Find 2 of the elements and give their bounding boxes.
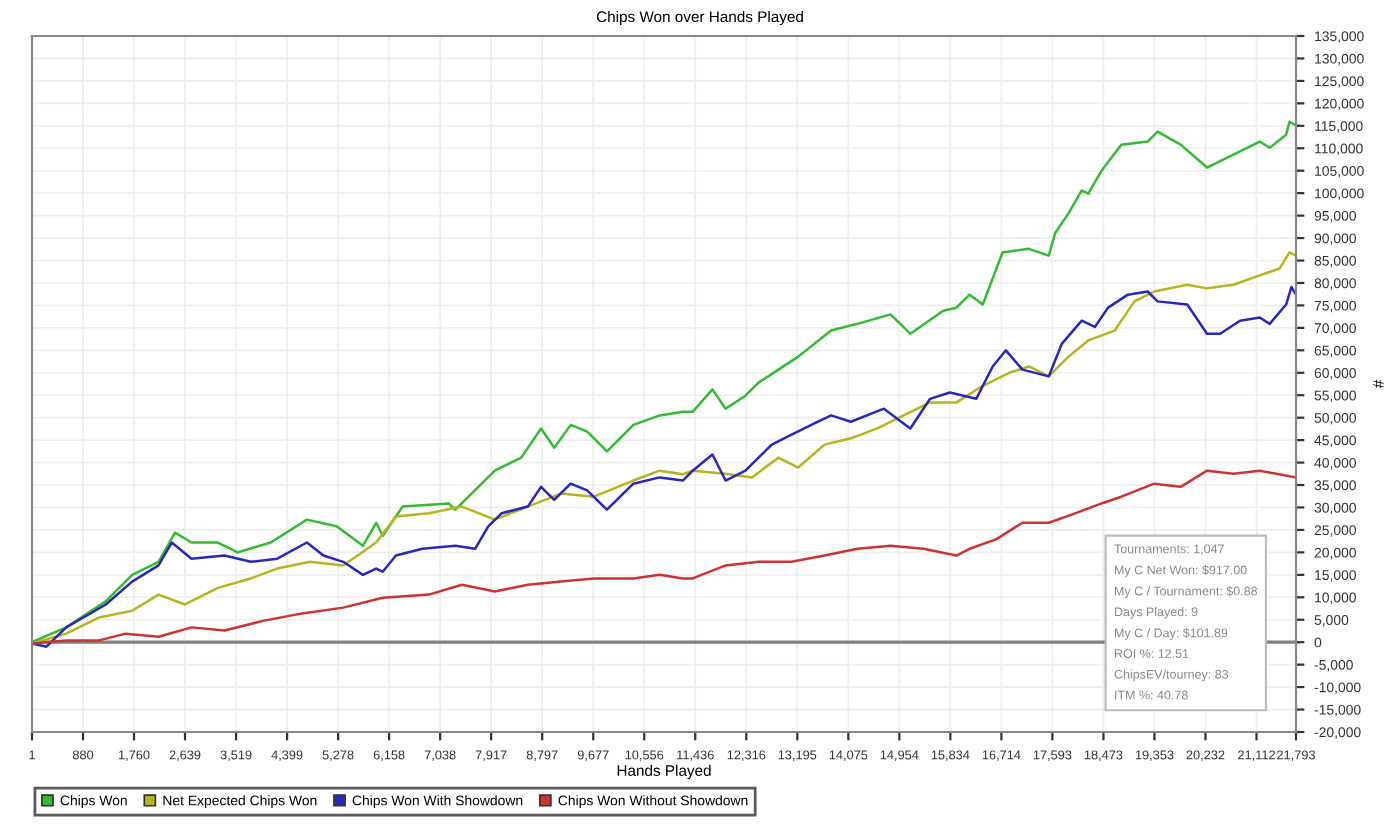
line-series <box>32 120 1296 644</box>
line-series <box>32 469 1296 645</box>
